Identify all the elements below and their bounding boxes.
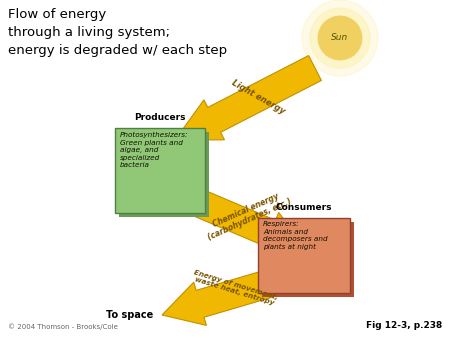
FancyBboxPatch shape bbox=[115, 128, 205, 213]
Text: © 2004 Thomson - Brooks/Cole: © 2004 Thomson - Brooks/Cole bbox=[8, 323, 118, 330]
Circle shape bbox=[310, 8, 370, 68]
Text: Light energy: Light energy bbox=[230, 78, 286, 116]
Text: Flow of energy
through a living system;
energy is degraded w/ each step: Flow of energy through a living system; … bbox=[8, 8, 227, 57]
Text: Chemical energy
(carbohydrates, etc.): Chemical energy (carbohydrates, etc.) bbox=[202, 188, 293, 242]
Circle shape bbox=[302, 0, 378, 76]
Text: Photosynthesizers:
Green plants and
algae, and
specialized
bacteria: Photosynthesizers: Green plants and alga… bbox=[120, 132, 189, 168]
FancyBboxPatch shape bbox=[119, 132, 209, 217]
Text: To space: To space bbox=[106, 310, 153, 320]
Text: Respirers:
Animals and
decomposers and
plants at night: Respirers: Animals and decomposers and p… bbox=[263, 221, 328, 250]
FancyBboxPatch shape bbox=[258, 218, 350, 293]
Polygon shape bbox=[162, 262, 302, 325]
Circle shape bbox=[318, 16, 362, 60]
Text: Sun: Sun bbox=[331, 33, 349, 43]
Text: Fig 12-3, p.238: Fig 12-3, p.238 bbox=[366, 321, 442, 330]
Text: Producers: Producers bbox=[134, 113, 186, 122]
Circle shape bbox=[318, 16, 362, 60]
Text: Consumers: Consumers bbox=[276, 203, 332, 212]
FancyBboxPatch shape bbox=[262, 222, 354, 297]
Text: Energy of movement,
waste heat, entropy: Energy of movement, waste heat, entropy bbox=[191, 269, 279, 307]
Polygon shape bbox=[175, 182, 305, 254]
Polygon shape bbox=[175, 55, 321, 140]
